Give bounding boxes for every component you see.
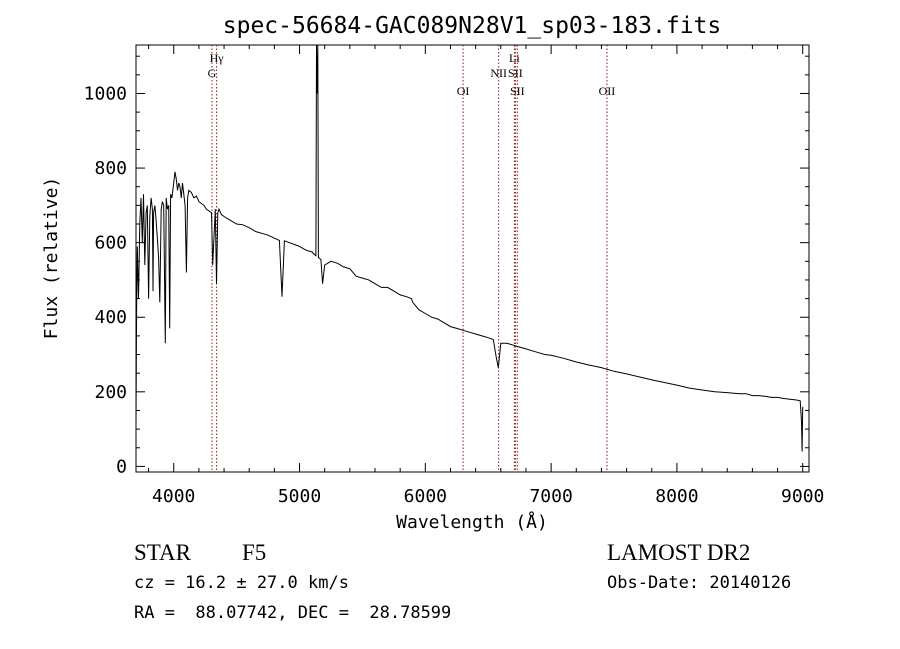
- spectral-line-label: Hγ: [210, 51, 225, 65]
- y-axis-label: Flux (relative): [41, 177, 62, 340]
- y-tick-label: 1000: [84, 83, 127, 104]
- x-axis-label: Wavelength (Å): [396, 511, 548, 533]
- object-subclass: F5: [242, 540, 267, 565]
- x-tick-label: 6000: [404, 486, 447, 507]
- survey-name: LAMOST DR2: [607, 540, 751, 565]
- spectral-line-label: OII: [599, 84, 616, 98]
- redshift-text: cz = 16.2 ± 27.0 km/s: [134, 573, 349, 593]
- object-class: STAR: [134, 540, 191, 565]
- x-tick-label: 7000: [529, 486, 572, 507]
- spectral-line-label: G: [208, 66, 217, 80]
- x-tick-label: 4000: [152, 486, 195, 507]
- chart-title: spec-56684-GAC089N28V1_sp03-183.fits: [223, 13, 722, 39]
- y-axis: 0 200 400 600 800 1000: [84, 55, 809, 477]
- x-tick-label: 8000: [655, 486, 698, 507]
- spectrum-line: [135, 44, 804, 452]
- y-tick-label: 0: [116, 456, 127, 477]
- spectral-line-label: Li: [509, 51, 520, 65]
- y-tick-label: 400: [94, 307, 127, 328]
- plot-frame: [135, 44, 810, 473]
- y-tick-label: 200: [94, 382, 127, 403]
- coordinates-text: RA = 88.07742, DEC = 28.78599: [134, 603, 452, 623]
- x-tick-label: 5000: [278, 486, 321, 507]
- spectral-line-markers: [211, 45, 608, 472]
- spectral-line-label: SII: [510, 84, 525, 98]
- y-tick-label: 800: [94, 158, 127, 179]
- obs-date-text: Obs-Date: 20140126: [607, 573, 792, 593]
- spectral-line-label: OI: [457, 84, 470, 98]
- x-axis: 4000 5000 6000 7000 8000 9000: [148, 45, 824, 507]
- x-tick-label: 9000: [781, 486, 824, 507]
- y-tick-label: 600: [94, 233, 127, 254]
- spectral-line-label: NII: [490, 66, 507, 80]
- spectral-line-label: SII: [508, 66, 523, 80]
